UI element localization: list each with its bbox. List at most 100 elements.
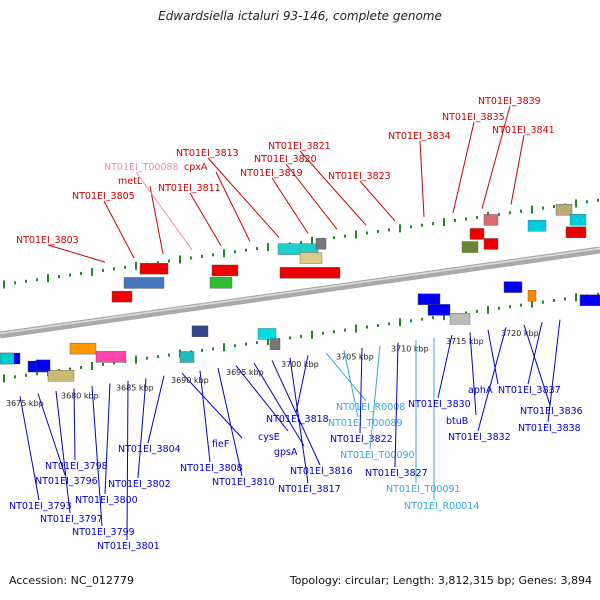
upper-leader-line <box>207 157 280 238</box>
lower-gene-label: NT01EI_R0008 <box>336 402 405 413</box>
lower-gene-label: cysE <box>258 432 280 443</box>
upper-leader-line <box>359 180 396 222</box>
lower-gene-label: NT01EI_3822 <box>330 434 393 445</box>
scale-label: 3710 kbp <box>391 345 429 354</box>
lower-gene-label: NT01EI_3818 <box>266 414 329 425</box>
lower-leader-line <box>104 383 111 495</box>
upper-feature-block <box>569 214 587 226</box>
lower-gene-label: NT01EI_3804 <box>118 444 181 455</box>
upper-leader-line <box>271 177 309 234</box>
lower-gene-label: NT01EI_3832 <box>448 432 511 443</box>
lower-gene-label: NT01EI_R00014 <box>404 501 479 512</box>
upper-gene-label: NT01EI_3813 <box>176 148 239 159</box>
lower-gene-label: fieF <box>212 439 229 450</box>
lower-leader-line <box>137 378 147 479</box>
upper-gene-label: NT01EI_3834 <box>388 131 451 142</box>
lower-leader-line <box>325 352 367 402</box>
lower-gene-label: NT01EI_3793 <box>9 501 72 512</box>
upper-feature-block <box>123 277 165 289</box>
lower-feature-block <box>257 328 277 340</box>
lower-leader-line <box>199 370 211 463</box>
lower-leader-line <box>126 380 129 541</box>
lower-leader-line <box>235 365 289 432</box>
lower-leader-line <box>217 368 243 477</box>
upper-gene-label: NT01EI_3805 <box>72 191 135 202</box>
lower-gene-label: NT01EI_3802 <box>108 479 171 490</box>
upper-feature-block <box>315 238 327 250</box>
lower-feature-block <box>35 359 51 372</box>
lower-leader-line <box>487 329 499 385</box>
lower-feature-block <box>579 294 600 307</box>
chromosome-backbone <box>0 246 600 339</box>
lower-leader-line <box>369 345 381 450</box>
lower-feature-block <box>503 281 523 293</box>
lower-gene-label: NT01EI_3816 <box>290 466 353 477</box>
upper-leader-line <box>510 134 525 205</box>
upper-leader-line <box>189 192 222 246</box>
lower-leader-line <box>55 391 71 514</box>
upper-gene-label: NT01EI_3803 <box>16 235 79 246</box>
backbone-highlight <box>0 247 600 335</box>
lower-leader-line <box>181 372 243 439</box>
upper-gene-label: cpxA <box>184 162 208 173</box>
lower-gene-label: NT01EI_3836 <box>520 406 583 417</box>
upper-feature-block <box>483 238 499 250</box>
lower-gene-label: NT01EI_T00089 <box>328 418 403 429</box>
lower-feature-block <box>269 338 281 350</box>
scale-label: 3700 kbp <box>281 360 319 369</box>
upper-leader-line <box>452 121 475 213</box>
lower-feature-block <box>0 352 15 365</box>
upper-feature-block <box>211 264 239 277</box>
lower-gene-label: NT01EI_3827 <box>365 468 428 479</box>
lower-gene-label: NT01EI_3797 <box>40 514 103 525</box>
lower-feature-block <box>95 351 127 363</box>
lower-leader-line <box>253 362 305 447</box>
backbone-group <box>0 246 600 339</box>
lower-leader-line <box>394 342 399 468</box>
scale-label: 3690 kbp <box>171 376 209 385</box>
lower-feature-block <box>427 304 451 316</box>
lower-leader-line <box>289 357 309 484</box>
lower-feature-block <box>417 293 441 305</box>
upper-leader-line <box>419 140 425 217</box>
lower-feature-block <box>191 325 209 337</box>
upper-gene-label: metL <box>118 176 143 187</box>
upper-feature-block <box>139 262 169 275</box>
upper-feature-block <box>527 219 547 232</box>
upper-gene-label: NT01EI_3823 <box>328 171 391 182</box>
upper-leader-line <box>149 185 164 255</box>
lower-gene-label: NT01EI_3817 <box>278 484 341 495</box>
upper-feature-block <box>279 267 341 279</box>
lower-leader-line <box>527 322 543 385</box>
upper-tick-rail <box>3 198 599 289</box>
lower-gene-label: NT01EI_3801 <box>97 541 160 552</box>
upper-feature-block <box>209 277 233 289</box>
upper-feature-block <box>565 226 587 239</box>
lower-leader-line <box>19 396 40 501</box>
upper-leader-line <box>47 244 106 263</box>
upper-feature-block <box>483 214 499 226</box>
upper-gene-label: NT01EI_3820 <box>254 154 317 165</box>
upper-leader-line <box>103 200 135 259</box>
scale-label: 3705 kbp <box>336 352 374 361</box>
upper-leader-line <box>215 171 251 242</box>
lower-leader-line <box>91 385 103 527</box>
lower-gene-label: NT01EI_3830 <box>408 399 471 410</box>
upper-feature-block <box>469 228 485 240</box>
lower-leader-line <box>295 355 309 414</box>
lower-leader-line <box>359 347 363 434</box>
upper-feature-block <box>299 252 323 264</box>
scale-label: 3695 kbp <box>226 368 264 377</box>
lower-gene-label: NT01EI_3837 <box>498 385 561 396</box>
upper-leader-line <box>135 171 193 251</box>
lower-feature-block <box>527 290 537 302</box>
upper-leader-line <box>299 150 367 226</box>
lower-feature-block <box>179 351 195 363</box>
upper-feature-block <box>111 290 133 303</box>
lower-gene-label: NT01EI_3838 <box>518 423 581 434</box>
genome-title: Edwardsiella ictaluri 93-146, complete g… <box>158 9 442 23</box>
lower-gene-label: NT01EI_3799 <box>72 527 135 538</box>
upper-gene-label: NT01EI_3821 <box>268 141 331 152</box>
lower-gene-label: NT01EI_3810 <box>212 477 275 488</box>
